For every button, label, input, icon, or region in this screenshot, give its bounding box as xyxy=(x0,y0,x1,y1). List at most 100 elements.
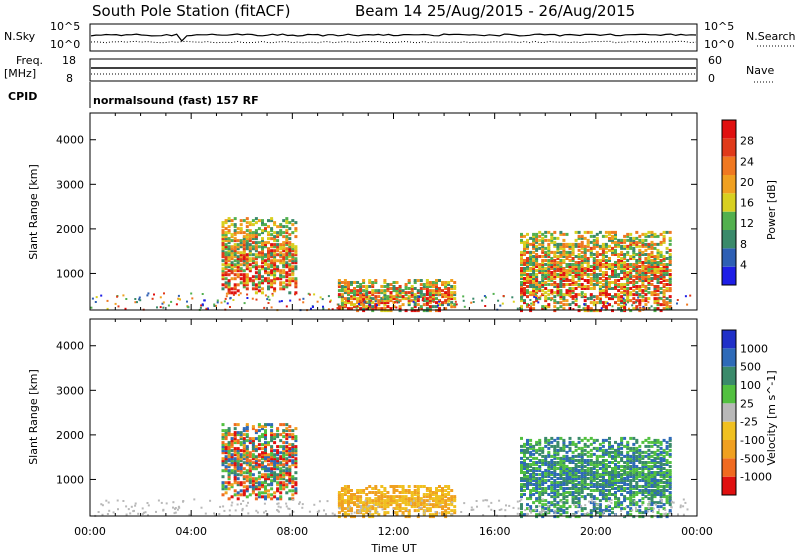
echo-cell xyxy=(592,465,596,468)
echo-cell xyxy=(386,499,390,503)
scatter-cell xyxy=(199,306,202,309)
echo-cell xyxy=(665,440,669,444)
echo-cell xyxy=(270,433,274,437)
scatter-cell xyxy=(301,503,304,506)
echo-cell xyxy=(276,435,280,439)
echo-cell xyxy=(635,244,639,248)
echo-cell xyxy=(623,244,627,248)
echo-cell xyxy=(350,497,353,501)
echo-cell xyxy=(595,309,599,313)
echo-cell xyxy=(635,438,639,442)
echo-cell xyxy=(592,473,596,476)
echo-cell xyxy=(261,425,264,429)
echo-cell xyxy=(553,487,557,490)
scatter-cell xyxy=(428,500,431,503)
echo-cell xyxy=(371,505,375,509)
echo-cell xyxy=(276,245,280,249)
echo-cell xyxy=(544,259,548,262)
echo-cell xyxy=(242,433,246,437)
echo-cell xyxy=(665,501,669,505)
echo-cell xyxy=(538,438,542,442)
echo-cell xyxy=(532,285,536,288)
echo-cell xyxy=(520,493,523,496)
echo-cell xyxy=(665,471,669,474)
echo-cell xyxy=(611,469,614,472)
echo-cell xyxy=(592,265,596,268)
echo-cell xyxy=(656,501,660,505)
echo-cell xyxy=(650,465,654,468)
echo-cell xyxy=(224,435,228,439)
echo-cell xyxy=(656,265,660,268)
echo-cell xyxy=(261,457,264,461)
scatter-cell xyxy=(577,510,580,513)
scatter-cell xyxy=(350,512,353,515)
echo-cell xyxy=(227,241,231,245)
echo-cell xyxy=(635,240,639,244)
scatter-cell xyxy=(322,307,325,310)
echo-cell xyxy=(273,279,277,283)
echo-cell xyxy=(632,281,636,284)
echo-cell xyxy=(659,303,663,307)
echo-cell xyxy=(251,237,255,241)
echo-cell xyxy=(248,493,252,497)
echo-cell xyxy=(245,247,249,251)
echo-cell xyxy=(635,487,639,490)
echo-cell xyxy=(362,303,366,307)
echo-cell xyxy=(239,443,243,447)
echo-cell xyxy=(264,425,267,429)
echo-cell xyxy=(559,263,563,266)
echo-cell xyxy=(574,444,578,448)
echo-cell xyxy=(264,245,267,249)
echo-cell xyxy=(656,485,660,488)
echo-cell xyxy=(638,279,642,282)
echo-cell xyxy=(604,285,608,288)
scatter-cell xyxy=(236,503,239,506)
echo-cell xyxy=(568,250,572,254)
echo-cell xyxy=(601,461,605,464)
echo-cell xyxy=(245,485,249,489)
echo-cell xyxy=(291,443,295,447)
echo-cell xyxy=(248,467,252,471)
echo-cell xyxy=(526,259,529,262)
echo-cell xyxy=(656,263,660,266)
echo-cell xyxy=(224,261,228,265)
echo-cell xyxy=(577,230,581,234)
echo-cell xyxy=(577,499,581,503)
echo-cell xyxy=(374,501,378,505)
echo-cell xyxy=(285,279,289,283)
echo-cell xyxy=(419,289,423,293)
scatter-cell xyxy=(134,502,137,505)
echo-cell xyxy=(257,477,261,481)
echo-cell xyxy=(416,289,420,293)
echo-cell xyxy=(529,477,533,480)
scatter-cell xyxy=(360,507,363,509)
scatter-cell xyxy=(363,508,366,511)
scatter-cell xyxy=(421,299,424,302)
echo-cell xyxy=(257,255,261,259)
echo-cell xyxy=(285,229,289,233)
echo-cell xyxy=(227,229,231,233)
echo-cell xyxy=(251,487,255,491)
scatter-cell xyxy=(107,501,110,504)
echo-cell xyxy=(395,499,399,503)
echo-cell xyxy=(547,269,551,272)
echo-cell xyxy=(282,219,286,223)
echo-cell xyxy=(532,477,536,480)
echo-cell xyxy=(623,305,627,309)
echo-cell xyxy=(644,285,648,288)
scatter-cell xyxy=(583,303,586,306)
echo-cell xyxy=(580,454,584,458)
echo-cell xyxy=(282,257,286,261)
echo-cell xyxy=(529,277,533,280)
echo-cell xyxy=(248,461,252,465)
echo-cell xyxy=(224,487,228,491)
echo-cell xyxy=(544,299,548,303)
echo-cell xyxy=(404,509,408,513)
echo-cell xyxy=(574,475,578,478)
echo-cell xyxy=(224,277,228,281)
echo-cell xyxy=(641,454,645,458)
echo-cell xyxy=(291,261,295,265)
echo-cell xyxy=(248,459,252,463)
echo-cell xyxy=(270,285,274,289)
echo-cell xyxy=(547,487,551,490)
